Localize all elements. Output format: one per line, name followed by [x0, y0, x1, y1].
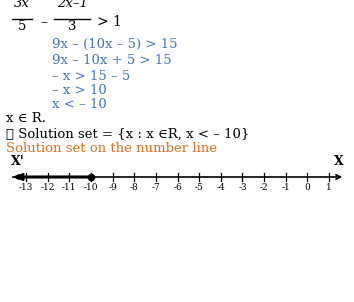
Text: Solution set on the number line: Solution set on the number line	[6, 143, 217, 156]
Text: x ∈ R.: x ∈ R.	[6, 113, 46, 126]
Text: -2: -2	[260, 183, 268, 192]
Text: -1: -1	[281, 183, 290, 192]
Text: -3: -3	[238, 183, 247, 192]
Text: ∴ Solution set = {x : x ∈R, x < – 10}: ∴ Solution set = {x : x ∈R, x < – 10}	[6, 127, 249, 140]
Text: -4: -4	[216, 183, 225, 192]
Text: -9: -9	[108, 183, 117, 192]
Text: > 1: > 1	[97, 15, 122, 29]
Text: – x > 10: – x > 10	[52, 83, 107, 97]
Text: -12: -12	[40, 183, 55, 192]
Text: 5: 5	[18, 20, 26, 33]
Text: X': X'	[11, 155, 25, 168]
Text: -8: -8	[130, 183, 138, 192]
Text: –: –	[40, 15, 47, 29]
Text: 9x – 10x + 5 > 15: 9x – 10x + 5 > 15	[52, 53, 172, 66]
Text: -7: -7	[152, 183, 160, 192]
Text: 3x: 3x	[14, 0, 30, 10]
Text: 3: 3	[68, 20, 76, 33]
Text: -6: -6	[173, 183, 182, 192]
Text: 9x – (10x – 5) > 15: 9x – (10x – 5) > 15	[52, 37, 177, 50]
Text: x < – 10: x < – 10	[52, 98, 107, 111]
Text: -11: -11	[62, 183, 76, 192]
Text: -13: -13	[19, 183, 33, 192]
Text: -10: -10	[84, 183, 98, 192]
Text: – x > 15 – 5: – x > 15 – 5	[52, 69, 130, 82]
Text: X: X	[334, 155, 344, 168]
Text: 0: 0	[304, 183, 310, 192]
Text: 1: 1	[326, 183, 332, 192]
Text: 2x–1: 2x–1	[57, 0, 87, 10]
Text: -5: -5	[195, 183, 204, 192]
